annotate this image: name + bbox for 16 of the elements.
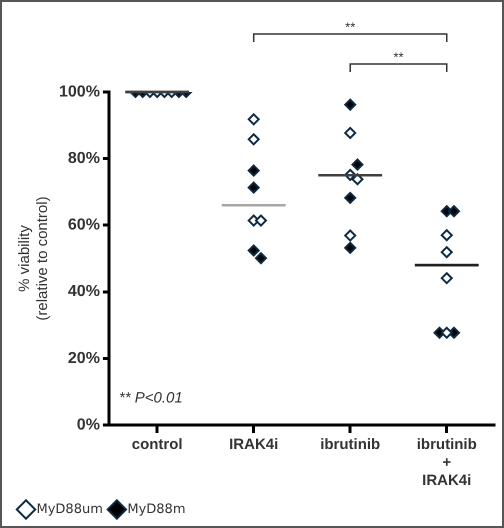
y-axis-title: % viability (relative to control) <box>16 196 52 321</box>
y-tick-label: 60% <box>68 216 100 234</box>
y-tick-label: 0% <box>76 416 100 434</box>
y-tick-label: 80% <box>68 150 100 168</box>
y-tick-label: 20% <box>68 350 100 367</box>
text: ** <box>345 20 356 35</box>
y-tick-label: 100% <box>59 83 100 100</box>
annotation: ** P<0.01 <box>118 390 183 407</box>
legend-label: MyD88um <box>36 502 103 517</box>
x-tick-label: IRAK4i <box>229 436 278 454</box>
x-tick-label: ibrutinib <box>320 436 380 454</box>
text: ** <box>393 50 404 65</box>
x-tick-label: control <box>132 436 183 454</box>
x-tick-label: ibrutinib + IRAK4i <box>416 436 477 490</box>
y-tick-label: 40% <box>68 283 100 300</box>
legend-label: MyD88m <box>127 502 186 517</box>
